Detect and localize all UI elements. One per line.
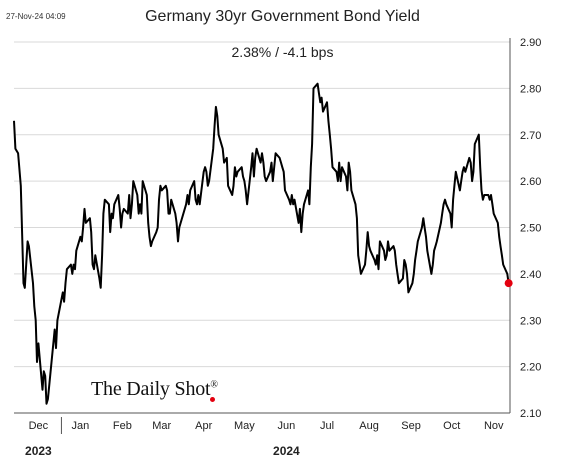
watermark-dot (210, 397, 215, 402)
x-axis: Dec Jan Feb Mar Apr May Jun Jul Aug Sep Oct Nov 2023… (14, 38, 511, 458)
timestamp: 27-Nov-24 04:09 (6, 12, 66, 21)
year-label: 2024 (273, 444, 300, 458)
y-axis: 2.10 2.20 2.30 2.40 2.50 2.60 2.70 2.80 2.90 (520, 37, 541, 420)
x-tick-label: Nov (484, 420, 504, 432)
y-tick-label: 2.50 (520, 223, 541, 235)
grid-lines (14, 41, 510, 414)
y-tick-label: 2.20 (520, 362, 541, 374)
x-tick-label: Aug (359, 420, 379, 432)
year-label: 2023 (25, 444, 52, 458)
series-layer (13, 82, 513, 405)
x-tick-label: Oct (443, 420, 460, 432)
x-tick-label: Feb (113, 420, 132, 432)
x-tick-label: Apr (195, 420, 212, 432)
x-tick-label: Dec (29, 420, 49, 432)
chart-subtitle: 2.38% / -4.1 bps (231, 44, 334, 60)
chart-title: Germany 30yr Government Bond Yield (145, 8, 420, 25)
x-tick-label: May (234, 420, 255, 432)
x-tick-label: Jun (278, 420, 296, 432)
y-tick-label: 2.30 (520, 315, 541, 327)
watermark-logo: The Daily Shot® (91, 378, 218, 400)
y-tick-label: 2.80 (520, 83, 541, 95)
y-tick-label: 2.90 (520, 37, 541, 49)
x-tick-label: Jul (320, 420, 334, 432)
series-line (13, 82, 510, 405)
y-tick-label: 2.40 (520, 269, 541, 281)
last-value-marker (504, 279, 513, 288)
x-tick-label: Sep (401, 420, 421, 432)
y-tick-label: 2.10 (520, 408, 541, 420)
x-tick-label: Jan (72, 420, 90, 432)
y-tick-label: 2.60 (520, 176, 541, 188)
y-tick-label: 2.70 (520, 130, 541, 142)
x-tick-label: Mar (152, 420, 171, 432)
